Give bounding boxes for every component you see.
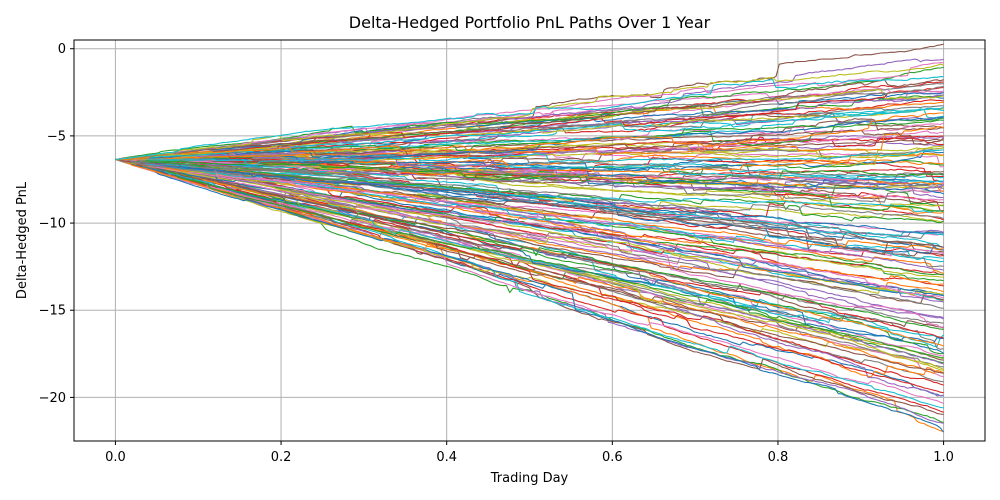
pnl-path-line [115,158,944,328]
pnl-path-line [115,63,944,160]
pnl-path-line [115,158,945,433]
y-tick-label: −15 [39,304,66,319]
pnl-path-line [115,158,944,237]
plot-frame [73,39,986,442]
pnl-path-line [115,158,944,416]
y-axis-title: Delta-Hedged PnL [15,181,30,299]
pnl-path-line [115,158,944,359]
x-tick-label: 1.0 [933,450,954,465]
pnl-path-line [115,158,944,254]
pnl-path-line [115,154,944,190]
y-tick-label: 0 [58,42,66,57]
x-tick-label: 0.2 [271,450,292,465]
y-axis-ticks: 0 −5 −10 −15 −20 [39,42,74,406]
pnl-path-line [115,126,944,160]
pnl-path-line [115,158,944,224]
pnl-path-line [115,149,944,166]
pnl-path-line [115,62,944,160]
x-axis-title: Trading Day [490,471,569,486]
pnl-paths [115,43,945,433]
pnl-path-line [115,158,944,370]
chart-title: Delta-Hedged Portfolio PnL Paths Over 1 … [349,13,711,32]
pnl-path-line [115,158,944,234]
pnl-path-line [115,91,944,160]
y-tick-label: −10 [39,217,66,232]
pnl-path-line [115,112,944,160]
x-tick-label: 0.8 [768,450,789,465]
pnl-path-line [115,158,944,299]
x-axis-ticks: 0.0 0.2 0.4 0.6 0.8 1.0 [105,441,954,465]
pnl-path-line [115,158,944,394]
y-tick-label: −20 [39,391,66,406]
pnl-path-line [115,138,944,164]
pnl-path-line [115,115,944,160]
pnl-path-line [115,158,944,295]
pnl-path-line [115,79,944,160]
pnl-path-line [115,158,944,330]
pnl-path-line [115,158,944,319]
y-tick-label: −5 [47,129,66,144]
pnl-path-line [115,158,944,178]
pnl-path-line [115,76,944,160]
pnl-path-line [115,154,944,192]
x-tick-label: 0.0 [105,450,126,465]
x-tick-label: 0.4 [436,450,457,465]
pnl-path-line [115,85,944,160]
pnl-path-line [115,158,944,424]
pnl-path-line [115,112,944,160]
pnl-path-line [115,158,944,257]
pnl-path-line [115,89,944,160]
pnl-path-line [115,158,944,203]
pnl-path-line [115,158,944,305]
pnl-path-line [115,116,944,160]
x-tick-label: 0.6 [602,450,623,465]
pnl-path-line [115,158,944,236]
